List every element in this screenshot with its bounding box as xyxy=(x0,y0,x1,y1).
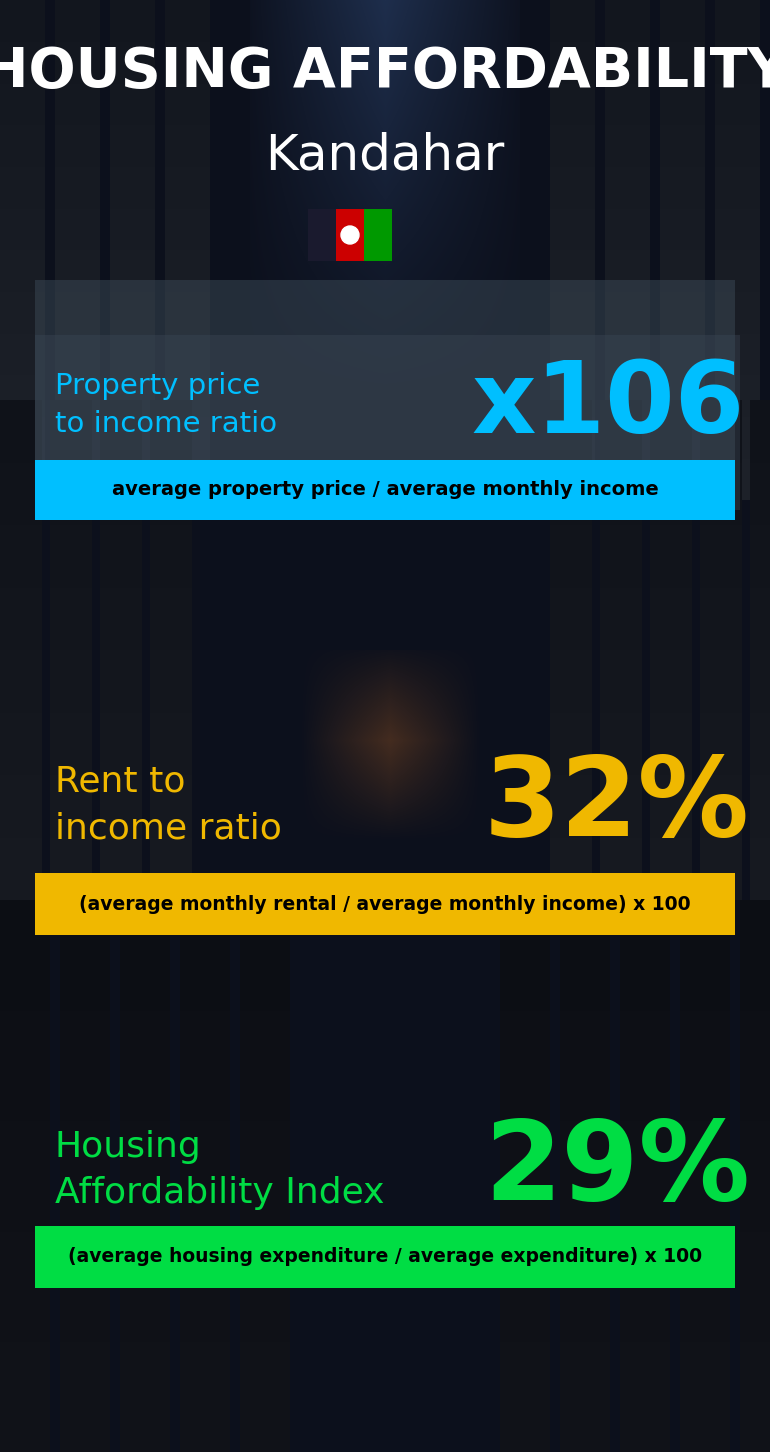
Text: HOUSING AFFORDABILITY: HOUSING AFFORDABILITY xyxy=(0,45,770,99)
Bar xyxy=(35,460,735,520)
Text: Rent to
income ratio: Rent to income ratio xyxy=(55,765,282,845)
Text: 32%: 32% xyxy=(484,752,750,858)
Bar xyxy=(336,209,364,261)
Bar xyxy=(35,280,735,515)
Text: 29%: 29% xyxy=(484,1117,750,1224)
Text: (average monthly rental / average monthly income) x 100: (average monthly rental / average monthl… xyxy=(79,894,691,913)
Text: Property price
to income ratio: Property price to income ratio xyxy=(55,372,277,439)
Text: (average housing expenditure / average expenditure) x 100: (average housing expenditure / average e… xyxy=(68,1247,702,1266)
Bar xyxy=(307,209,336,261)
Text: x106: x106 xyxy=(472,357,745,453)
Text: average property price / average monthly income: average property price / average monthly… xyxy=(112,481,658,499)
Bar xyxy=(35,873,735,935)
Text: Kandahar: Kandahar xyxy=(266,131,504,179)
Circle shape xyxy=(341,227,359,244)
Bar xyxy=(35,1225,735,1288)
Text: Housing
Affordability Index: Housing Affordability Index xyxy=(55,1130,384,1210)
Bar xyxy=(364,209,393,261)
